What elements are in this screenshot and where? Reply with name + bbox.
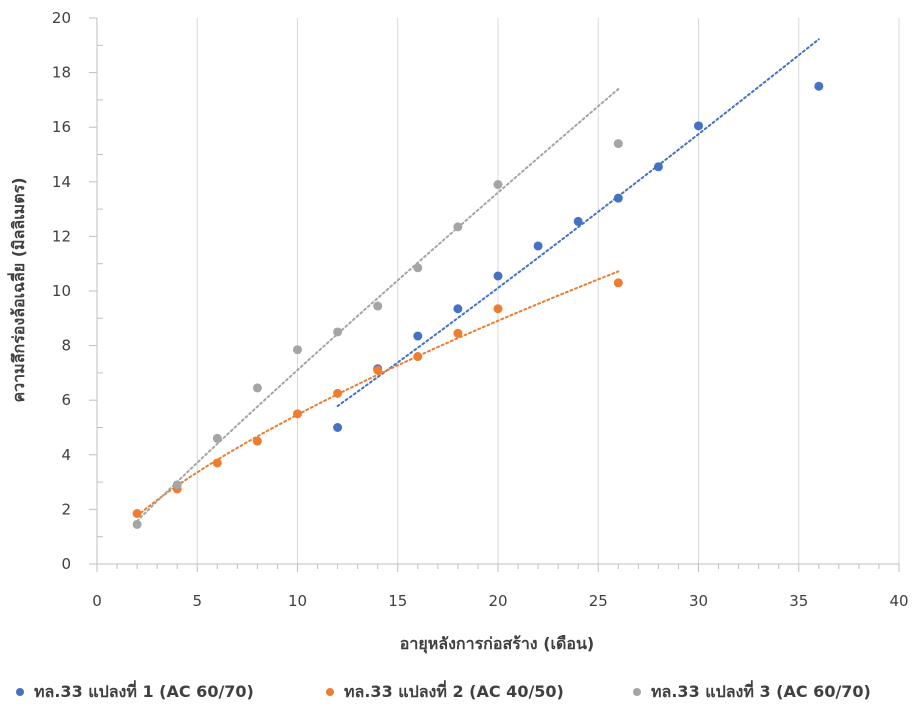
x-axis-title: อายุหลังการก่อสร้าง (เดือน) [400, 634, 594, 654]
trendlines [136, 38, 820, 523]
legend-marker-series-2 [326, 688, 334, 696]
x-tick-label: 15 [388, 592, 407, 610]
data-point-series-2 [293, 409, 302, 419]
legend-marker-series-3 [633, 688, 641, 696]
data-point-series-2 [373, 365, 383, 375]
data-point-series-2 [453, 328, 463, 338]
x-tick-label: 5 [192, 592, 202, 610]
y-axis-title: ความลึกร่องล้อเฉลี่ย (มิลลิเมตร) [7, 177, 28, 402]
legend-label-series-3: ทล.33 แปลงที่ 3 (AC 60/70) [651, 680, 871, 701]
data-point-series-3 [413, 263, 423, 273]
legend: ทล.33 แปลงที่ 1 (AC 60/70) ทล.33 แปลงที่ … [16, 680, 871, 701]
legend-marker-series-1 [16, 688, 24, 696]
data-point-series-3 [172, 480, 182, 490]
data-point-series-3 [293, 345, 302, 355]
y-tick-label: 12 [52, 227, 71, 245]
x-tick-label: 40 [889, 592, 908, 610]
data-point-series-2 [613, 278, 623, 288]
data-point-series-2 [413, 352, 423, 362]
legend-label-series-1: ทล.33 แปลงที่ 1 (AC 60/70) [34, 680, 254, 701]
data-point-series-3 [613, 139, 623, 149]
data-point-series-3 [252, 383, 262, 393]
y-tick-label: 16 [52, 118, 71, 136]
data-point-series-1 [493, 271, 503, 281]
y-tick-label: 8 [61, 337, 71, 355]
y-tick-label: 14 [52, 173, 71, 191]
data-point-series-2 [212, 458, 222, 468]
data-point-series-1 [413, 331, 423, 341]
data-point-series-3 [373, 301, 383, 311]
data-point-series-2 [493, 304, 503, 314]
axes [89, 17, 900, 572]
data-point-series-3 [132, 519, 142, 529]
data-point-series-3 [453, 222, 463, 232]
trendline-series-1 [336, 38, 820, 408]
y-tick-label: 0 [61, 555, 71, 573]
data-point-series-2 [132, 508, 142, 518]
trendline-series-3 [136, 88, 620, 523]
tick-labels: 0 2 4 6 8 10 12 14 16 18 20 0 5 10 15 20 25 30 35 40 [52, 9, 909, 610]
data-point-series-1 [533, 241, 543, 251]
x-tick-label: 0 [92, 592, 102, 610]
data-point-series-2 [252, 436, 262, 446]
x-tick-label: 25 [589, 592, 608, 610]
data-point-series-1 [653, 162, 663, 172]
data-points [132, 81, 824, 529]
data-point-series-3 [333, 327, 343, 337]
y-tick-label: 20 [52, 9, 71, 27]
grid-lines [196, 18, 900, 564]
data-point-series-1 [814, 81, 824, 91]
data-point-series-1 [613, 193, 623, 203]
x-tick-label: 10 [288, 592, 307, 610]
data-point-series-1 [573, 216, 583, 226]
data-point-series-1 [453, 304, 463, 314]
y-tick-label: 10 [52, 282, 71, 300]
data-point-series-1 [333, 423, 343, 432]
y-tick-label: 4 [61, 446, 71, 464]
legend-label-series-2: ทล.33 แปลงที่ 2 (AC 40/50) [344, 680, 564, 701]
data-point-series-3 [493, 180, 503, 190]
x-tick-label: 30 [689, 592, 708, 610]
x-tick-label: 20 [488, 592, 507, 610]
y-tick-label: 2 [61, 500, 71, 518]
y-tick-label: 6 [61, 391, 71, 409]
data-point-series-3 [212, 433, 222, 443]
x-tick-label: 35 [789, 592, 808, 610]
y-tick-label: 18 [52, 64, 71, 82]
data-point-series-1 [694, 121, 703, 131]
data-point-series-2 [333, 388, 343, 398]
